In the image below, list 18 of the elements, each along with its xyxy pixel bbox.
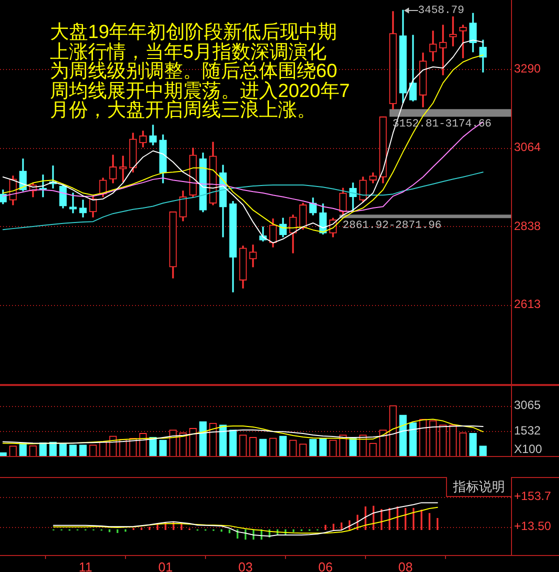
annotation: 大盘19年年初创阶段新低后现中期上涨行情，当年5月指数深调演化为周线级别调整。随后总体围绕60周均线展开中期震荡。进入2020年7月份，大盘开启周线三浪上涨。 [50,22,350,121]
x-tick-label: 11 [78,559,92,572]
y-tick-label: 2613 [514,297,542,312]
y-tick-label: 3290 [514,61,542,76]
x-tick-label: 01 [158,559,173,572]
band-label: 2861.92-2871.96 [342,220,442,232]
y-tick-label: +153.7 [514,489,552,504]
x-tick-label: 06 [318,559,333,572]
annotation: 3458.79 [418,5,464,18]
text: 指标说明 [446,477,511,497]
y-tick-label: 1532 [514,424,542,438]
x-tick-label: 03 [238,559,253,572]
y-tick-label: 3065 [514,398,542,412]
y-tick-label: 3064 [514,140,542,154]
y-tick-label: +13.50 [514,519,552,534]
x-tick-label: 08 [398,559,413,572]
y-axis-title: X100 [514,442,542,456]
y-tick-label: 2838 [514,218,542,233]
